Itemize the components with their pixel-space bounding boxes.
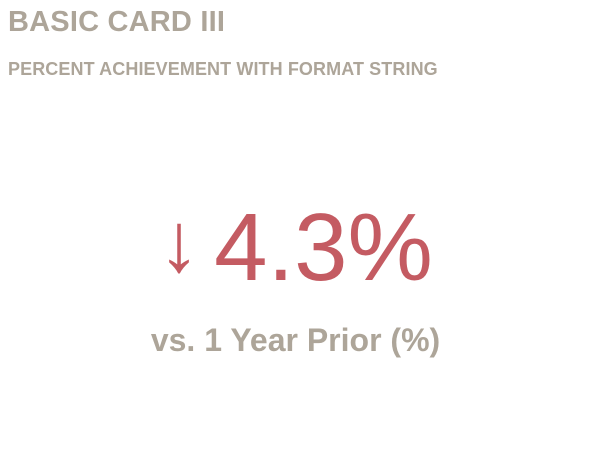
card-subtitle: PERCENT ACHIEVEMENT WITH FORMAT STRING: [8, 59, 438, 79]
arrow-down-icon: ↓: [158, 195, 201, 289]
kpi-value: 4.3%: [214, 194, 433, 301]
card-title: BASIC CARD III: [8, 6, 226, 38]
kpi-value-row: ↓ 4.3%: [0, 200, 591, 296]
kpi-label: vs. 1 Year Prior (%): [150, 322, 441, 358]
